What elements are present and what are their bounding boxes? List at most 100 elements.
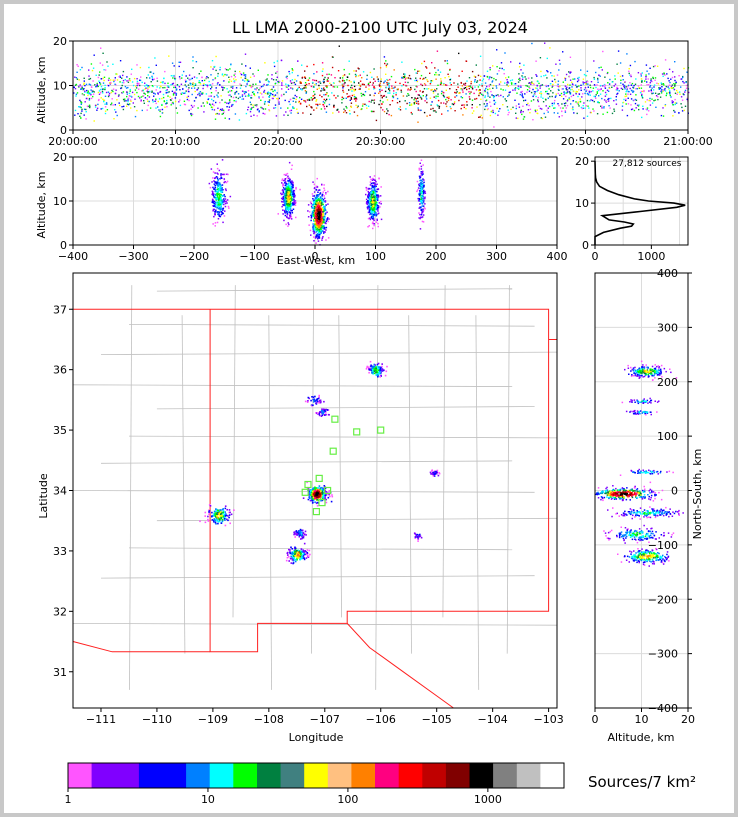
source-point xyxy=(470,80,472,83)
source-point xyxy=(207,518,209,521)
source-point xyxy=(422,210,424,212)
source-point xyxy=(211,515,214,517)
source-point xyxy=(219,515,221,517)
source-point xyxy=(408,94,410,96)
source-point xyxy=(373,110,375,113)
source-point xyxy=(564,110,566,112)
source-point xyxy=(319,82,322,84)
source-point xyxy=(417,200,420,202)
source-point xyxy=(524,99,527,101)
source-point xyxy=(533,94,535,96)
source-point xyxy=(365,104,368,107)
source-point xyxy=(480,98,482,100)
source-point xyxy=(224,511,226,513)
source-point xyxy=(206,76,208,78)
source-point xyxy=(450,99,452,101)
source-point xyxy=(268,101,270,103)
source-point xyxy=(327,220,329,223)
source-point xyxy=(559,107,562,109)
source-point xyxy=(539,107,542,110)
source-point xyxy=(368,82,370,85)
source-point xyxy=(297,74,299,77)
source-point xyxy=(235,101,237,103)
source-point xyxy=(531,42,533,45)
source-point xyxy=(466,101,468,103)
source-point xyxy=(213,510,216,513)
source-point xyxy=(419,200,421,202)
source-point xyxy=(229,101,231,103)
source-point xyxy=(524,93,526,95)
source-point xyxy=(349,113,351,115)
source-point xyxy=(487,88,489,91)
source-point xyxy=(602,113,604,115)
source-point xyxy=(423,77,425,80)
source-point xyxy=(387,92,389,94)
source-point xyxy=(219,215,222,218)
source-point xyxy=(217,75,219,77)
source-point xyxy=(616,89,618,91)
source-point xyxy=(83,80,85,82)
source-point xyxy=(159,115,162,118)
source-point xyxy=(190,113,192,115)
source-point xyxy=(413,103,416,105)
source-point xyxy=(100,85,103,88)
source-point xyxy=(221,177,223,179)
source-point xyxy=(327,77,329,79)
source-point xyxy=(491,94,493,96)
source-point xyxy=(286,75,288,78)
source-point xyxy=(350,106,353,108)
source-point xyxy=(314,196,317,199)
source-point xyxy=(293,198,295,200)
source-point xyxy=(526,91,528,93)
source-point xyxy=(291,183,294,186)
source-point xyxy=(371,206,374,208)
source-point xyxy=(88,75,90,77)
source-point xyxy=(391,95,394,98)
source-point xyxy=(662,115,665,117)
source-point xyxy=(432,110,435,112)
source-point xyxy=(293,203,295,206)
source-point xyxy=(366,366,368,369)
source-point xyxy=(215,113,217,115)
source-point xyxy=(385,96,388,98)
source-point xyxy=(575,84,577,86)
source-point xyxy=(654,99,657,101)
source-point xyxy=(271,78,273,80)
source-point xyxy=(371,193,374,195)
source-point xyxy=(645,64,648,66)
source-point xyxy=(366,74,368,77)
source-point xyxy=(325,192,327,194)
source-point xyxy=(226,199,229,201)
source-point xyxy=(280,197,283,200)
source-point xyxy=(415,77,417,79)
source-point xyxy=(313,207,316,209)
source-point xyxy=(171,102,173,104)
source-point xyxy=(597,79,599,81)
source-point xyxy=(602,85,604,87)
source-point xyxy=(316,233,319,235)
source-point xyxy=(315,103,317,106)
source-point xyxy=(337,108,339,111)
source-point xyxy=(508,94,510,96)
source-point xyxy=(194,84,197,86)
histogram-y-tick-label: 0 xyxy=(582,239,589,252)
source-point xyxy=(564,77,566,79)
source-point xyxy=(618,90,620,92)
source-point xyxy=(652,89,655,91)
source-point xyxy=(316,186,319,188)
source-point xyxy=(558,59,561,61)
source-point xyxy=(223,181,225,184)
source-point xyxy=(288,161,291,164)
source-point xyxy=(375,371,378,374)
source-point xyxy=(400,89,402,91)
source-point xyxy=(216,112,218,115)
source-point xyxy=(192,83,194,85)
source-point xyxy=(314,237,317,239)
source-point xyxy=(479,55,482,57)
county-border xyxy=(156,288,513,292)
source-point xyxy=(210,168,213,170)
source-point xyxy=(250,97,252,99)
source-point xyxy=(246,81,249,83)
source-point xyxy=(290,202,293,205)
source-point xyxy=(125,100,127,102)
